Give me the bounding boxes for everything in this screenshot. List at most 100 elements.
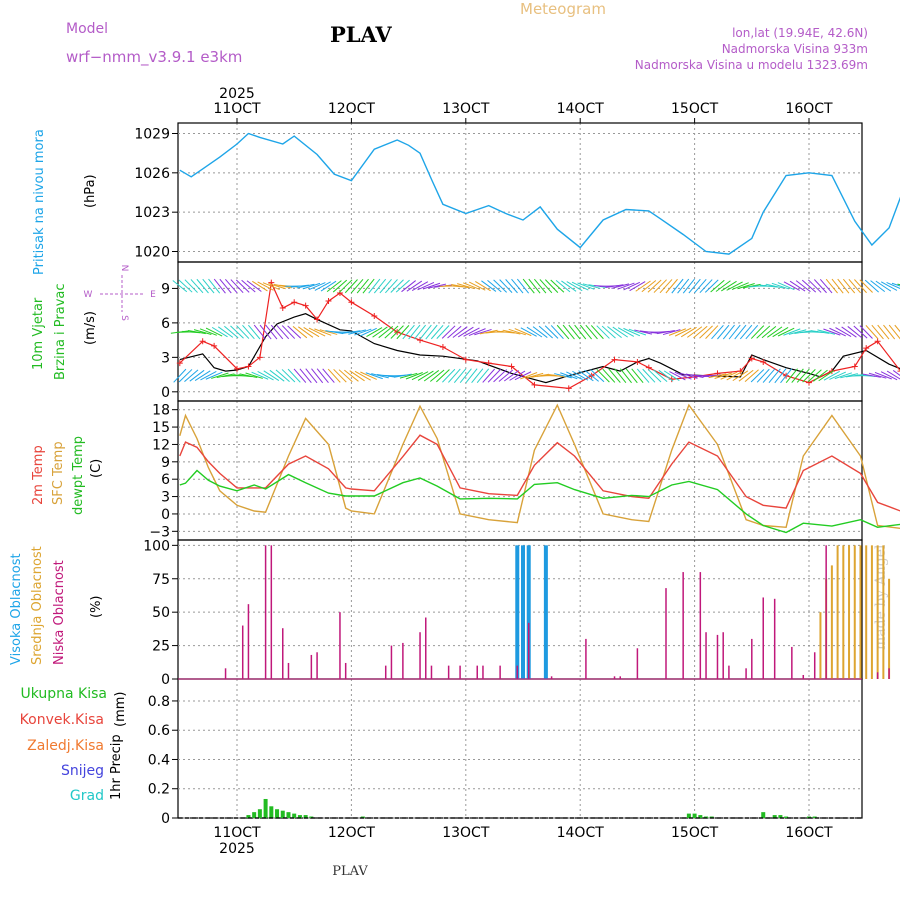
ytick-label: 9 xyxy=(161,455,170,471)
wind-arrow xyxy=(780,368,793,384)
wind-arrow xyxy=(761,325,777,339)
wind-arrow xyxy=(196,278,209,294)
wind-arrow xyxy=(835,327,852,338)
wind-arrow xyxy=(875,280,892,292)
wind-arrow xyxy=(428,283,447,289)
wind-arrow xyxy=(825,278,838,294)
gust-marker xyxy=(634,358,641,365)
wind-arrow xyxy=(296,283,315,289)
gust-marker xyxy=(234,365,240,372)
cloud-bar-niska xyxy=(682,572,684,679)
cloud-bar-niska xyxy=(722,632,724,679)
wind-arrow xyxy=(880,371,898,381)
precip-bar xyxy=(784,816,789,818)
wind-arrow xyxy=(789,280,806,292)
wind-arrow xyxy=(457,326,474,338)
wind-arrow xyxy=(365,372,383,380)
wind-arrow xyxy=(847,326,863,339)
wind-arrow xyxy=(184,279,198,293)
wind-arrow xyxy=(411,371,429,381)
wind-arrow xyxy=(344,279,358,294)
wind-arrow xyxy=(694,279,707,294)
wind-arrow xyxy=(263,370,280,382)
cloud-bar-niska xyxy=(241,625,244,679)
wind-arrow xyxy=(342,330,361,334)
wind-arrow xyxy=(320,280,337,292)
wind-arrow xyxy=(257,281,274,291)
wind-arrow xyxy=(665,278,678,294)
wind-arrow xyxy=(241,279,256,293)
wind-arrow xyxy=(233,374,252,378)
ytick-label: 50 xyxy=(152,605,170,621)
compass-rose: N S W E xyxy=(84,265,157,322)
precip-bar xyxy=(303,815,308,818)
ytick-label: 25 xyxy=(152,639,170,655)
wind-arrow xyxy=(406,280,423,292)
gust-marker xyxy=(531,381,538,388)
wind-arrow xyxy=(253,324,266,340)
wind-arrow xyxy=(235,279,250,293)
wind-arrow xyxy=(888,324,900,340)
wind-arrow xyxy=(423,370,440,382)
date-label-top: 13OCT xyxy=(442,101,490,117)
precip-legend: Ukupna Kisa Konvek.Kisa Zaledj.Kisa Snijeg G… xyxy=(20,686,107,804)
wind-arrow xyxy=(225,278,238,294)
wind-arrow xyxy=(417,370,434,381)
wind-arrow xyxy=(528,278,541,294)
model-label: Model xyxy=(66,21,108,37)
precip-bar xyxy=(286,812,291,818)
wind-arrow xyxy=(332,279,348,293)
precip-bar xyxy=(263,798,268,818)
date-label-bottom: 12OCT xyxy=(328,825,376,841)
wind-arrow xyxy=(308,282,326,291)
wind-arrow xyxy=(338,369,353,383)
wind-arrow xyxy=(453,368,467,383)
wind-arrow xyxy=(777,327,795,337)
wind-arrow xyxy=(199,328,217,336)
panel-frame-3 xyxy=(177,539,863,680)
temp-unit: (C) xyxy=(89,459,104,478)
wind-arrow xyxy=(813,369,828,382)
wind-arrow xyxy=(572,370,589,381)
wind-arrow xyxy=(451,284,470,289)
wind-arrow xyxy=(360,327,377,337)
wind-arrow xyxy=(476,368,490,383)
wind-arrow xyxy=(658,369,674,382)
wind-arrow xyxy=(468,281,486,291)
wind-arrow xyxy=(623,281,641,291)
wind-arrow xyxy=(544,279,559,293)
precip-legend-item: Snijeg xyxy=(61,763,104,779)
ytick-label: −3 xyxy=(149,524,170,540)
wind-arrow xyxy=(350,278,364,294)
wind-arrow xyxy=(840,373,858,379)
wind-arrow xyxy=(894,324,900,333)
wind-arrow xyxy=(520,372,538,380)
bottom-date-labels: 11OCT 12OCT 13OCT 14OCT 15OCT 16OCT xyxy=(213,825,833,841)
wind-arrow xyxy=(668,328,686,336)
cloud-bar-srednja xyxy=(836,545,839,679)
wind-arrow xyxy=(614,368,627,384)
wind-arrow xyxy=(886,282,900,289)
wind-arrow xyxy=(499,279,513,293)
ytick-label: 0.8 xyxy=(148,694,170,710)
cloud-bar-niska xyxy=(665,588,667,679)
wind-arrow xyxy=(268,283,286,290)
cloud-bar-srednja xyxy=(865,545,868,679)
wind-arrow xyxy=(298,326,314,338)
wind-arrow xyxy=(671,278,684,294)
wind-arrow xyxy=(612,326,628,338)
wind-arrow xyxy=(327,368,341,383)
cloud-bar-niska xyxy=(716,634,719,679)
gust-marker xyxy=(748,355,755,362)
wind-arrow xyxy=(744,369,759,383)
wind-arrow xyxy=(602,368,616,383)
wind-arrow xyxy=(384,325,399,339)
date-label-top: 14OCT xyxy=(557,101,605,117)
wind-arrow xyxy=(693,325,708,339)
precip-bar xyxy=(280,810,285,818)
wind-arrow xyxy=(299,368,312,384)
cloud-bar-niska xyxy=(310,654,313,679)
wind-arrow xyxy=(708,373,727,379)
wind-arrow xyxy=(577,282,595,290)
cloud-bar-niska xyxy=(482,665,484,679)
